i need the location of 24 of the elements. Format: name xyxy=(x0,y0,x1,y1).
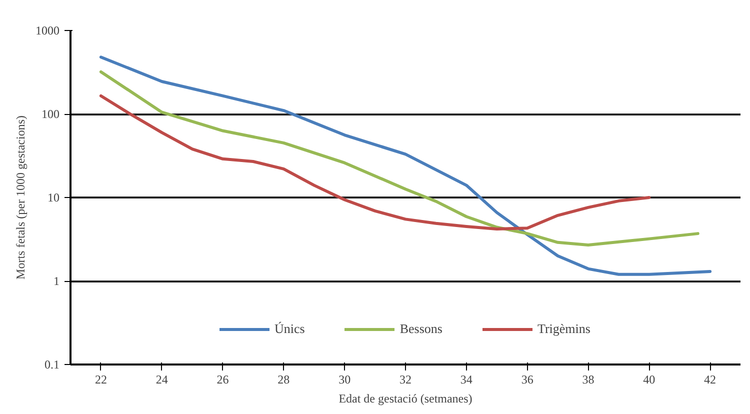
x-tick-label: 30 xyxy=(338,372,351,386)
y-tick-label: 0.1 xyxy=(44,358,60,372)
x-tick-label: 24 xyxy=(156,372,168,386)
line-series xyxy=(99,94,651,230)
x-tick-label: 28 xyxy=(278,372,290,386)
x-tick-label: 34 xyxy=(460,372,472,386)
x-tick-label: 38 xyxy=(582,372,594,386)
x-tick-label: 40 xyxy=(643,372,656,386)
legend-label: Trigèmins xyxy=(537,321,590,337)
x-tick-label: 36 xyxy=(521,372,534,386)
x-axis-title: Edat de gestació (setmanes) xyxy=(338,392,472,406)
x-tick-label: 42 xyxy=(704,372,716,386)
y-axis-title: Morts fetals (per 1000 gestacions) xyxy=(14,116,28,280)
y-tick-label: 10 xyxy=(48,190,60,204)
y-tick-label: 1000 xyxy=(36,24,60,38)
x-tick-label: 32 xyxy=(400,372,412,386)
line-series xyxy=(99,56,712,276)
x-tick-label: 22 xyxy=(94,372,107,386)
line-series xyxy=(99,70,700,246)
legend-label: Bessons xyxy=(400,321,442,337)
y-tick-label: 100 xyxy=(42,107,60,121)
legend-label: Únics xyxy=(274,321,305,337)
y-tick-label: 1 xyxy=(54,274,60,288)
x-tick-label: 26 xyxy=(216,372,229,386)
